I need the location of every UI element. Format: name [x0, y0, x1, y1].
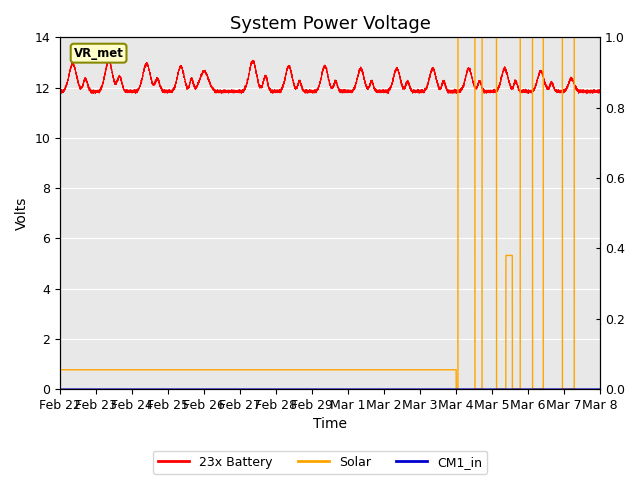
Y-axis label: Volts: Volts — [15, 196, 29, 230]
23x Battery — [201, 68, 209, 74]
Solar — [394, 367, 402, 372]
23x Battery — [588, 88, 595, 94]
X-axis label: Time: Time — [313, 418, 347, 432]
23x Battery — [105, 57, 113, 63]
Title: System Power Voltage: System Power Voltage — [230, 15, 431, 33]
CM1_in — [483, 386, 490, 392]
CM1_in — [87, 386, 95, 392]
23x Battery — [56, 87, 64, 93]
CM1_in — [56, 386, 64, 392]
23x Battery — [596, 88, 604, 94]
CM1_in — [596, 386, 604, 392]
Solar — [387, 367, 394, 372]
Solar — [56, 367, 64, 372]
Text: VR_met: VR_met — [74, 47, 124, 60]
23x Battery — [387, 84, 394, 90]
Solar — [452, 386, 460, 392]
23x Battery — [395, 70, 403, 75]
CM1_in — [387, 386, 394, 392]
Solar — [87, 367, 95, 372]
23x Battery — [92, 91, 99, 96]
23x Battery — [483, 88, 490, 94]
23x Battery — [87, 88, 95, 94]
Line: Solar: Solar — [60, 0, 600, 389]
CM1_in — [588, 386, 595, 392]
CM1_in — [394, 386, 402, 392]
Solar — [201, 367, 209, 372]
CM1_in — [201, 386, 209, 392]
Legend: 23x Battery, Solar, CM1_in: 23x Battery, Solar, CM1_in — [153, 451, 487, 474]
Line: 23x Battery: 23x Battery — [60, 60, 600, 94]
